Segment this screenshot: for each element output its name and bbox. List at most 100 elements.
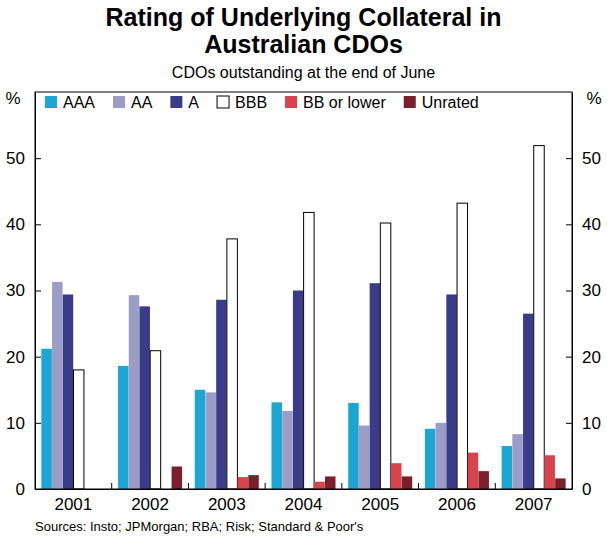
- tick-mark: [566, 291, 572, 292]
- tick: 2004: [285, 489, 323, 514]
- tick-label: 40: [6, 215, 25, 234]
- legend-swatch: [170, 96, 182, 108]
- tick-mark: [566, 423, 572, 424]
- category-separator: [111, 483, 112, 489]
- legend-swatch: [45, 96, 57, 108]
- tick: 20: [566, 348, 601, 367]
- bar: [478, 471, 488, 489]
- legend-item: A: [170, 94, 199, 111]
- tick-label: 10: [6, 414, 25, 433]
- bar: [468, 453, 478, 489]
- tick: 30: [566, 281, 601, 300]
- tick: 40: [6, 215, 41, 234]
- legend-item: AA: [113, 94, 153, 111]
- chart: Rating of Underlying Collateral inAustra…: [0, 0, 607, 538]
- tick-label: 2002: [131, 495, 169, 514]
- y-label-right: %: [586, 89, 601, 108]
- tick: 2001: [54, 489, 92, 514]
- tick: 40: [566, 215, 601, 234]
- tick-label: 50: [582, 149, 601, 168]
- tick-label: 30: [6, 281, 25, 300]
- legend-swatch: [113, 96, 125, 108]
- bars: [41, 146, 565, 489]
- tick: 2002: [131, 489, 169, 514]
- tick-label: 2004: [285, 495, 323, 514]
- tick-label: 40: [582, 215, 601, 234]
- x-axis: 2001200220032004200520062007: [36, 489, 573, 514]
- bar: [325, 476, 335, 489]
- tick-mark: [566, 158, 572, 159]
- category-separator: [265, 483, 266, 489]
- y-left-axis: 01020304050: [6, 93, 41, 499]
- axis-line: [36, 489, 573, 490]
- legend-label: Unrated: [422, 94, 479, 111]
- subtitle: CDOs outstanding at the end of June: [172, 64, 435, 81]
- legend-label: BBB: [235, 94, 267, 111]
- frame: [35, 92, 572, 489]
- bar: [282, 411, 292, 489]
- bar: [457, 203, 467, 489]
- legend-item: Unrated: [404, 94, 479, 111]
- bar: [172, 467, 182, 489]
- bar: [150, 351, 160, 489]
- legend-label: BB or lower: [303, 94, 386, 111]
- bar: [118, 366, 128, 489]
- tick: 50: [566, 149, 601, 168]
- bar: [436, 423, 446, 489]
- tick: 50: [6, 149, 41, 168]
- legend-label: AA: [131, 94, 153, 111]
- bar: [370, 283, 380, 489]
- category-separator: [495, 483, 496, 489]
- tick-mark: [35, 423, 41, 424]
- legend-label: AAA: [63, 94, 95, 111]
- bar: [41, 349, 51, 489]
- tick-label: 30: [582, 281, 601, 300]
- legend-swatch: [217, 96, 229, 108]
- legend-item: AAA: [45, 94, 95, 111]
- bar: [380, 223, 390, 489]
- bar: [391, 463, 401, 489]
- bar: [534, 146, 544, 489]
- bar: [248, 475, 258, 489]
- bar: [73, 370, 83, 489]
- category-separator: [188, 483, 189, 489]
- tick-mark: [35, 158, 41, 159]
- legend-item: BBB: [217, 94, 267, 111]
- bar: [446, 294, 456, 489]
- tick-mark: [35, 357, 41, 358]
- bar: [52, 282, 62, 489]
- bar: [63, 294, 73, 489]
- legend-swatch: [285, 96, 297, 108]
- bar: [216, 300, 226, 489]
- tick: 2007: [515, 489, 553, 514]
- bar: [555, 478, 565, 489]
- tick-mark: [566, 357, 572, 358]
- bar: [205, 392, 215, 489]
- tick: 30: [6, 281, 41, 300]
- tick-label: 0: [582, 480, 591, 499]
- axis-line: [572, 93, 573, 490]
- tick-label: 2001: [54, 495, 92, 514]
- legend-swatch: [404, 96, 416, 108]
- tick: 2005: [361, 489, 399, 514]
- tick-label: 2007: [515, 495, 553, 514]
- tick-label: 50: [6, 149, 25, 168]
- bar: [425, 429, 435, 489]
- tick-label: 10: [582, 414, 601, 433]
- source: Sources: Insto; JPMorgan; RBA; Risk; Sta…: [35, 519, 364, 534]
- bar: [359, 425, 369, 489]
- tick-mark: [35, 224, 41, 225]
- tick: 10: [566, 414, 601, 433]
- y-label-left: %: [5, 89, 20, 108]
- bar: [314, 482, 324, 489]
- bar: [271, 402, 281, 489]
- bar: [238, 477, 248, 489]
- bar: [348, 403, 358, 489]
- bar: [195, 390, 205, 489]
- bar: [402, 476, 412, 489]
- category-separator: [418, 483, 419, 489]
- bar: [502, 446, 512, 489]
- bar: [227, 239, 237, 489]
- tick-mark: [566, 224, 572, 225]
- legend: AAAAAABBBBB or lowerUnrated: [45, 94, 479, 111]
